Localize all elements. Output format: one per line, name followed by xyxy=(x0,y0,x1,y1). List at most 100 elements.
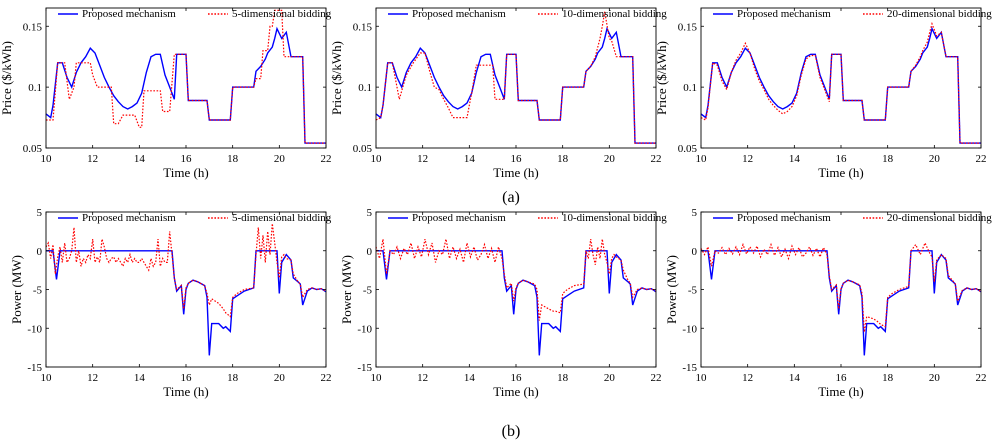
x-tick-label: 14 xyxy=(464,372,476,384)
plot-area xyxy=(701,8,981,148)
y-tick-label: -15 xyxy=(682,362,697,374)
x-tick-label: 12 xyxy=(87,153,98,165)
y-tick-label: 0.05 xyxy=(353,143,373,155)
x-tick-label: 10 xyxy=(371,153,383,165)
x-tick-label: 10 xyxy=(696,153,708,165)
y-tick-label: -5 xyxy=(688,285,698,297)
y-tick-label: -10 xyxy=(682,323,697,335)
legend: Proposed mechanism 20-dimensional bidding xyxy=(713,212,992,224)
chart-panel-a-1: 10 12 14 16 18 20 22 0.05 0.1 0.15 Time (h) Price (… xyxy=(0,7,332,180)
caption-b: (b) xyxy=(502,423,521,440)
legend-proposed-label: Proposed mechanism xyxy=(82,212,176,224)
y-tick-label: -5 xyxy=(33,285,43,297)
caption-a: (a) xyxy=(502,189,520,206)
x-tick-label: 20 xyxy=(274,372,286,384)
x-tick-label: 18 xyxy=(882,153,894,165)
x-tick-label: 16 xyxy=(181,153,193,165)
legend: Proposed mechanism 10-dimensional bidding xyxy=(388,8,667,20)
x-tick-label: 18 xyxy=(227,153,239,165)
bidding-line xyxy=(45,223,327,318)
x-tick-label: 20 xyxy=(929,372,941,384)
legend: Proposed mechanism 5-dimensional bidding xyxy=(58,212,332,224)
bidding-line xyxy=(375,11,656,144)
legend-bidding-label: 20-dimensional bidding xyxy=(887,212,992,224)
bidding-line xyxy=(700,21,981,144)
y-tick-label: 0.15 xyxy=(23,21,43,33)
x-tick-label: 22 xyxy=(321,372,332,384)
chart-panel-b-1: 10 12 14 16 18 20 22 5 0 -5 -10 -15 Time (h) Power (M… xyxy=(9,207,332,399)
y-axis-label: Power (MW) xyxy=(9,255,24,324)
y-axis-label: Power (MW) xyxy=(339,255,354,324)
y-tick-label: -5 xyxy=(363,285,373,297)
y-tick-label: 0.15 xyxy=(678,21,698,33)
x-tick-label: 12 xyxy=(742,153,753,165)
x-tick-label: 20 xyxy=(274,153,286,165)
x-tick-label: 22 xyxy=(976,153,987,165)
x-tick-label: 18 xyxy=(227,372,239,384)
legend-bidding-label: 5-dimensional bidding xyxy=(232,8,332,20)
x-axis-label: Time (h) xyxy=(493,165,538,180)
legend: Proposed mechanism 5-dimensional bidding xyxy=(58,8,332,20)
proposed-mechanism-line xyxy=(700,26,981,144)
y-tick-label: 0.05 xyxy=(23,143,43,155)
x-tick-label: 12 xyxy=(417,153,428,165)
bidding-line xyxy=(46,9,326,144)
legend-proposed-label: Proposed mechanism xyxy=(412,212,506,224)
x-tick-label: 14 xyxy=(134,153,146,165)
x-tick-label: 20 xyxy=(604,372,616,384)
legend-bidding-label: 5-dimensional bidding xyxy=(232,212,332,224)
plot-area xyxy=(376,8,656,148)
x-tick-label: 14 xyxy=(789,372,801,384)
y-tick-label: 0.05 xyxy=(678,143,698,155)
y-tick-label: -10 xyxy=(27,323,42,335)
y-tick-label: -15 xyxy=(27,362,42,374)
y-tick-label: 5 xyxy=(37,207,43,219)
legend-proposed-label: Proposed mechanism xyxy=(737,212,831,224)
x-tick-label: 22 xyxy=(976,372,987,384)
x-tick-label: 10 xyxy=(41,372,53,384)
x-axis-label: Time (h) xyxy=(493,384,538,399)
legend-bidding-label: 10-dimensional bidding xyxy=(562,8,667,20)
x-tick-label: 10 xyxy=(41,153,53,165)
x-tick-label: 16 xyxy=(836,153,848,165)
bidding-line xyxy=(700,241,982,333)
x-tick-label: 14 xyxy=(134,372,146,384)
y-tick-label: 5 xyxy=(367,207,373,219)
x-tick-label: 20 xyxy=(929,153,941,165)
y-axis-label: Price ($/kWh) xyxy=(654,41,669,115)
x-tick-label: 10 xyxy=(696,372,708,384)
x-axis-label: Time (h) xyxy=(818,165,863,180)
x-axis-label: Time (h) xyxy=(163,384,208,399)
x-tick-label: 18 xyxy=(882,372,894,384)
chart-panel-b-2: 10 12 14 16 18 20 22 5 0 -5 -10 -15 Time (h) Power (M… xyxy=(339,207,667,399)
proposed-mechanism-line xyxy=(376,250,657,356)
chart-panel-b-3: 10 12 14 16 18 20 22 5 0 -5 -10 -15 Time (h) Power (M… xyxy=(664,207,992,399)
proposed-mechanism-line xyxy=(375,26,656,144)
y-tick-label: -15 xyxy=(357,362,372,374)
x-tick-label: 14 xyxy=(789,153,801,165)
proposed-mechanism-line xyxy=(45,26,326,144)
y-tick-label: 5 xyxy=(692,207,698,219)
legend-bidding-label: 10-dimensional bidding xyxy=(562,212,667,224)
y-tick-label: 0.15 xyxy=(353,21,373,33)
x-tick-label: 22 xyxy=(651,372,662,384)
plot-area xyxy=(46,8,326,148)
x-tick-label: 12 xyxy=(87,372,98,384)
x-tick-label: 12 xyxy=(417,372,428,384)
proposed-mechanism-line xyxy=(701,250,982,356)
x-tick-label: 22 xyxy=(321,153,332,165)
y-tick-label: 0.1 xyxy=(683,82,697,94)
x-axis-label: Time (h) xyxy=(818,384,863,399)
x-tick-label: 16 xyxy=(181,372,193,384)
x-tick-label: 16 xyxy=(836,372,848,384)
bidding-line xyxy=(375,238,657,321)
legend-proposed-label: Proposed mechanism xyxy=(737,8,831,20)
legend: Proposed mechanism 10-dimensional bidding xyxy=(388,212,667,224)
y-axis-label: Price ($/kWh) xyxy=(0,41,14,115)
chart-panel-a-3: 10 12 14 16 18 20 22 0.05 0.1 0.15 Time (h) Price (… xyxy=(654,7,992,180)
y-tick-label: -10 xyxy=(357,323,372,335)
x-tick-label: 22 xyxy=(651,153,662,165)
y-tick-label: 0 xyxy=(37,246,43,258)
x-tick-label: 10 xyxy=(371,372,383,384)
